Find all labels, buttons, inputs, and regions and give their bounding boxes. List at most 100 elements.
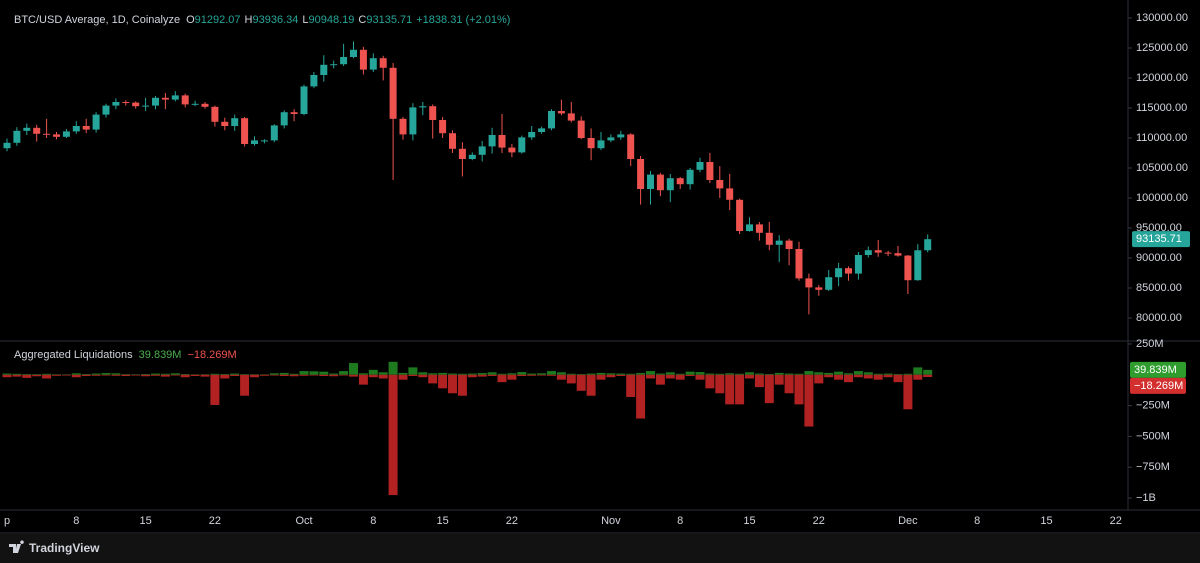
liquidation-bar — [566, 374, 576, 384]
candle-body — [82, 126, 90, 130]
liquidation-bar — [22, 374, 32, 375]
liquidation-bar — [240, 374, 250, 396]
x-tick-label: Oct — [295, 515, 312, 527]
liquidation-bar — [52, 374, 61, 375]
candle-body — [359, 49, 367, 70]
liquidation-bar — [824, 374, 834, 378]
candle-body — [13, 130, 21, 143]
candle-body — [874, 250, 882, 253]
candle-body — [627, 134, 635, 160]
liquidation-bar — [814, 374, 824, 384]
liquidation-bar — [507, 374, 517, 380]
liquidation-bar — [547, 374, 556, 376]
liquidation-bar — [695, 374, 705, 380]
candle-body — [43, 133, 51, 135]
candle-body — [488, 135, 496, 147]
liquidation-bar — [784, 373, 794, 375]
liquidation-bar — [844, 374, 853, 383]
liquidation-bar — [804, 371, 814, 375]
liquidation-bar — [101, 374, 111, 376]
y-tick-label: 100000.00 — [1136, 192, 1188, 204]
liquidation-bar — [408, 374, 418, 377]
candle-body — [825, 277, 833, 290]
candle-body — [676, 178, 684, 185]
candle-body — [607, 137, 615, 141]
candle-body — [726, 188, 734, 200]
candle-body — [884, 252, 892, 254]
footer-bar — [0, 534, 1200, 563]
liquidation-bar — [210, 373, 220, 375]
ohlc-label: O — [186, 14, 195, 26]
liquidation-bar — [329, 373, 339, 375]
liquidation-bar — [457, 374, 467, 396]
candle-body — [538, 128, 546, 133]
liq-legend-value: 39.839M — [139, 349, 182, 361]
liquidation-bar — [556, 372, 566, 375]
liquidation-bar — [487, 372, 497, 375]
candle-body — [23, 127, 31, 131]
candle-body — [785, 240, 793, 249]
liquidation-bar — [200, 374, 210, 377]
y-tick-label: 80000.00 — [1136, 312, 1182, 324]
liquidation-bar — [556, 374, 566, 380]
liquidation-bar — [606, 373, 616, 375]
liquidation-bar — [121, 374, 131, 375]
liquidation-bar — [42, 374, 52, 379]
candle-body — [706, 162, 714, 180]
candle-body — [260, 140, 268, 142]
y-tick-label: 125000.00 — [1136, 42, 1188, 54]
liquidation-bar — [695, 372, 705, 375]
liquidation-bar — [477, 374, 487, 377]
liquidation-bar — [596, 372, 606, 375]
liquidation-bar — [101, 373, 111, 375]
liquidation-bar — [448, 373, 457, 375]
legend-header: BTC/USD Average, 1D, Coinalyze O91292.07 H… — [14, 14, 510, 26]
y-tick-label: 250M — [1136, 338, 1164, 350]
liquidation-bar — [259, 374, 269, 375]
liquidation-bar — [764, 374, 774, 375]
liquidation-bar — [448, 374, 457, 394]
liquidation-bar — [576, 374, 586, 375]
candle-body — [449, 133, 456, 149]
liquidation-bar — [141, 374, 151, 375]
liquidation-bar — [853, 374, 863, 378]
candle-body — [270, 125, 278, 141]
liquidation-bar — [269, 374, 279, 376]
liquidation-bar — [794, 374, 804, 405]
candle-body — [716, 179, 724, 189]
brand-logo[interactable] — [9, 540, 24, 553]
liquidation-bar — [398, 374, 408, 380]
candle-body — [557, 111, 565, 114]
liquidation-bar — [754, 374, 764, 388]
candle-body — [468, 154, 476, 160]
liquidation-bar — [240, 374, 250, 375]
candle-body — [914, 250, 922, 281]
liquidation-bar — [418, 374, 428, 378]
liquidation-bar — [606, 374, 616, 378]
liquidation-bar — [368, 369, 378, 375]
y-tick-label: 90000.00 — [1136, 252, 1182, 264]
candle-body — [201, 103, 209, 107]
candle-body — [92, 114, 100, 130]
liquidation-bar — [368, 374, 378, 378]
candle-body — [290, 112, 298, 115]
liquidation-bar — [774, 374, 784, 385]
liquidation-bar — [160, 374, 170, 377]
x-tick-label: 15 — [1040, 515, 1052, 527]
x-tick-label: Nov — [601, 515, 621, 527]
liquidation-bar — [299, 371, 309, 375]
liquidation-bar — [111, 374, 121, 376]
liquidation-bar — [735, 373, 745, 375]
liquidation-bar — [141, 374, 151, 377]
liquidation-bar — [913, 374, 923, 380]
candle-body — [300, 86, 308, 115]
candle-body — [102, 105, 110, 115]
liquidation-bar — [923, 369, 933, 375]
liquidation-bar — [358, 374, 368, 385]
liquidation-bar — [824, 372, 834, 375]
liquidation-bar — [180, 374, 190, 375]
liquidation-bar — [81, 374, 91, 377]
brand[interactable]: TradingView — [29, 541, 100, 555]
y-tick-label: −1B — [1136, 492, 1156, 504]
